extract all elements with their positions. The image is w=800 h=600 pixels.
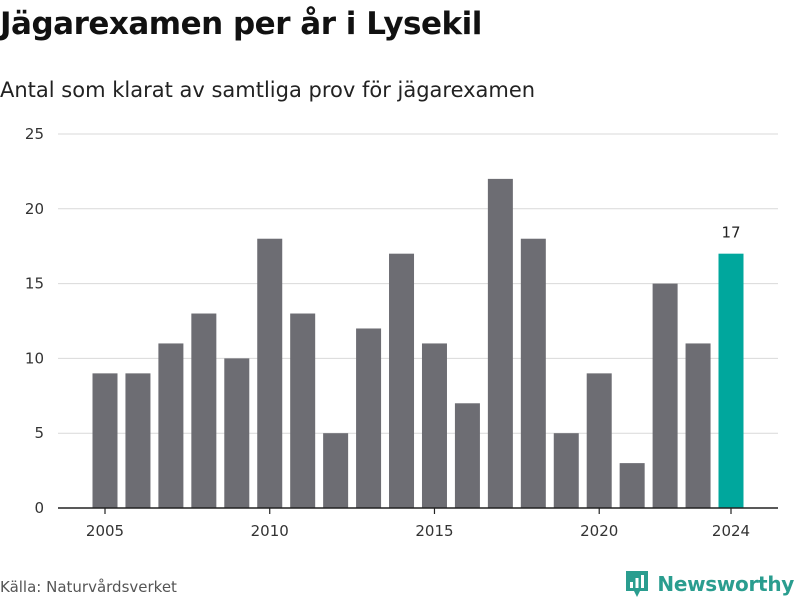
y-tick-label: 5 bbox=[34, 424, 44, 442]
bar bbox=[520, 238, 546, 508]
chart-subtitle: Antal som klarat av samtliga prov för jä… bbox=[0, 78, 536, 102]
x-tick-label: 2020 bbox=[580, 522, 618, 540]
bar bbox=[421, 343, 447, 508]
bar bbox=[586, 373, 612, 508]
bar bbox=[323, 433, 349, 508]
y-tick-label: 0 bbox=[34, 499, 44, 517]
bar bbox=[257, 238, 283, 508]
bar bbox=[224, 358, 250, 508]
y-tick-label: 25 bbox=[25, 125, 44, 143]
bar bbox=[685, 343, 711, 508]
bar bbox=[718, 253, 744, 508]
bar bbox=[619, 463, 645, 508]
bar bbox=[454, 403, 480, 508]
y-tick-label: 15 bbox=[25, 275, 44, 293]
bar-chart-icon bbox=[626, 571, 649, 597]
bar bbox=[389, 253, 415, 508]
bar bbox=[158, 343, 184, 508]
brand-logo: Newsworthy bbox=[625, 570, 794, 598]
data-label: 17 bbox=[721, 224, 740, 242]
chart-title: Jägarexamen per år i Lysekil bbox=[0, 6, 482, 42]
bar bbox=[356, 328, 382, 508]
bar bbox=[92, 373, 118, 508]
bar bbox=[487, 178, 513, 508]
bar bbox=[290, 313, 316, 508]
x-tick-label: 2015 bbox=[415, 522, 453, 540]
bar bbox=[125, 373, 151, 508]
bar bbox=[191, 313, 217, 508]
bar bbox=[553, 433, 579, 508]
x-tick-label: 2010 bbox=[251, 522, 289, 540]
brand-name: Newsworthy bbox=[657, 572, 794, 596]
y-tick-label: 10 bbox=[25, 349, 44, 367]
bar bbox=[652, 283, 678, 508]
x-tick-label: 2005 bbox=[86, 522, 124, 540]
x-tick-label: 2024 bbox=[712, 522, 750, 540]
source-note: Källa: Naturvårdsverket bbox=[0, 578, 177, 596]
y-tick-label: 20 bbox=[25, 200, 44, 218]
